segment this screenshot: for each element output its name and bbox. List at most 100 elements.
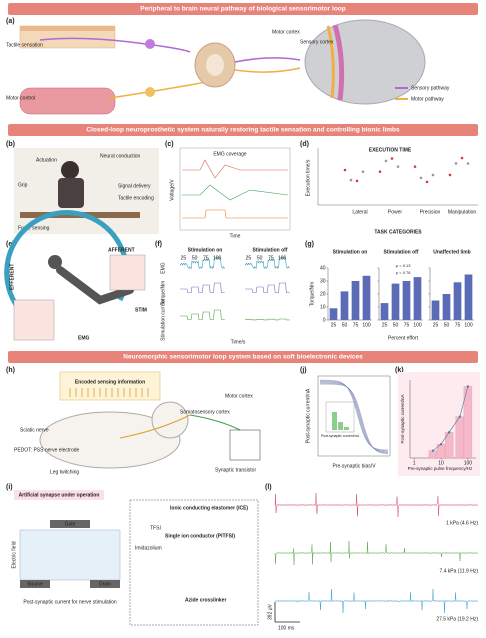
dot — [413, 165, 417, 168]
y-tick-label: 10 — [320, 304, 326, 310]
banner-title: Closed-loop neuroprosthetic system natur… — [86, 127, 400, 134]
x-tick-label: 50 — [393, 322, 399, 328]
panel-d: EXECUTION TIME Execution time/s Lateral … — [305, 147, 478, 235]
banner — [8, 3, 478, 15]
transfer-curve — [320, 381, 388, 452]
label: Motor control — [6, 95, 35, 101]
panel-f: Stimulation on Stimulation off EMG Torqu… — [160, 247, 290, 345]
panel-label: (j) — [300, 367, 307, 374]
dot — [355, 179, 359, 183]
label: Grip — [18, 182, 28, 188]
label: Force sensing — [18, 225, 50, 231]
label: Drain — [99, 581, 111, 587]
bar — [442, 294, 451, 320]
task: Lateral — [352, 209, 367, 215]
axis-label: Execution time/s — [305, 159, 311, 196]
effort-label: 100 — [278, 255, 287, 261]
panel-j: Post-synaptic current/nA Post-synaptic c… — [305, 375, 391, 469]
trace — [274, 540, 479, 566]
panel-label: (f) — [155, 241, 162, 248]
x-tick-label: 100 — [464, 460, 473, 466]
panel-a: Tactile sensation Motor control Motor co… — [6, 19, 450, 115]
trace — [180, 282, 225, 293]
dot — [361, 170, 365, 173]
dot — [425, 180, 429, 184]
task: Precision — [420, 209, 441, 215]
panel-label: (c) — [165, 141, 174, 148]
dot — [384, 159, 388, 163]
x-tick-label: 100 — [362, 322, 371, 328]
bar — [380, 303, 389, 320]
trace-label: 27.5 kPa (19.2 Hz) — [436, 616, 478, 622]
axis-label: Pre-synaptic bias/V — [332, 463, 376, 469]
axis-label: Post-synaptic current/nA — [321, 434, 360, 438]
panel-k: 1 10 100 Post-synaptic current/nA Pre-synapt… — [400, 380, 476, 471]
panel-g: Torque/Nm Percent effort Stimulation on 0 10… — [309, 249, 474, 341]
axis-label: Torque/Nm — [160, 281, 166, 305]
axis-label: Pre-synaptic pulse frequency/Hz — [408, 466, 474, 471]
axis-label: Torque/Nm — [309, 282, 315, 306]
label: Source — [27, 581, 43, 587]
dot — [378, 170, 382, 173]
panel-label: (d) — [300, 141, 309, 148]
bar — [455, 416, 464, 459]
panel-h: Encoded sensing information Somatosensor… — [14, 371, 261, 475]
label: Gate — [65, 521, 76, 527]
label: Sciatic nerve — [20, 427, 49, 433]
y-tick-label: 30 — [320, 278, 326, 284]
y-tick-label: 0 — [323, 317, 326, 323]
panel-label: (l) — [265, 484, 272, 491]
x-tick-label: 50 — [342, 322, 348, 328]
x-tick-label: 100 — [464, 322, 473, 328]
axis-label: TASK CATEGORIES — [374, 229, 422, 235]
panel-label: (e) — [6, 241, 15, 248]
x-tick-label: 25 — [331, 322, 337, 328]
task: Power — [388, 209, 403, 215]
transfer-curve — [320, 381, 388, 452]
subplot-title: Stimulation off — [384, 249, 419, 255]
banner — [8, 124, 478, 136]
label: Signal delivery — [118, 183, 151, 189]
transfer-curve — [320, 380, 389, 451]
axis-label: Post-synaptic current/nA — [400, 394, 405, 443]
label: Ionic conducting elastomer (ICE) — [170, 505, 248, 511]
trace — [274, 588, 479, 614]
effort-label: 50 — [257, 255, 263, 261]
effort-label: 75 — [203, 255, 209, 261]
label: Motor cortex — [272, 29, 300, 35]
bar — [431, 300, 440, 320]
bar — [464, 274, 473, 320]
banner-title: Neuromorphic sensorimotor loop system ba… — [123, 354, 363, 361]
legend-label: Motor pathway — [411, 96, 444, 102]
subtitle: Stimulation on — [188, 247, 223, 253]
trace — [244, 256, 290, 270]
panel-label: (g) — [305, 241, 314, 248]
x-tick-label: 50 — [444, 322, 450, 328]
dot — [431, 173, 435, 177]
label: Leg twitching — [50, 469, 79, 475]
dot — [454, 162, 458, 165]
y-tick-label: 20 — [320, 291, 326, 297]
label: Electric field — [11, 541, 17, 568]
label: EFFERENT — [9, 264, 15, 290]
panel-label: (b) — [6, 141, 15, 148]
banner — [8, 351, 478, 363]
bar — [340, 291, 349, 320]
panel-label: (i) — [6, 484, 13, 491]
label: STIM — [135, 307, 147, 313]
axis-label: Time — [230, 233, 241, 239]
panel-label: (a) — [6, 18, 15, 25]
dot — [390, 157, 394, 160]
effort-label: 100 — [213, 255, 222, 261]
effort-label: 50 — [192, 255, 198, 261]
label: EMG — [78, 335, 90, 341]
task: Manipulation — [448, 209, 477, 215]
trace — [179, 256, 226, 270]
label: Sensory cortex — [300, 39, 334, 45]
subtitle: Stimulation off — [253, 247, 288, 253]
panel-l: 1 kPa (4.6 Hz) 7.4 kPa (11.9 Hz) 27.5 kPa … — [267, 492, 479, 631]
axis-label: Voltage/V — [169, 179, 175, 201]
x-tick-label: 25 — [382, 322, 388, 328]
transfer-curve — [320, 383, 389, 454]
